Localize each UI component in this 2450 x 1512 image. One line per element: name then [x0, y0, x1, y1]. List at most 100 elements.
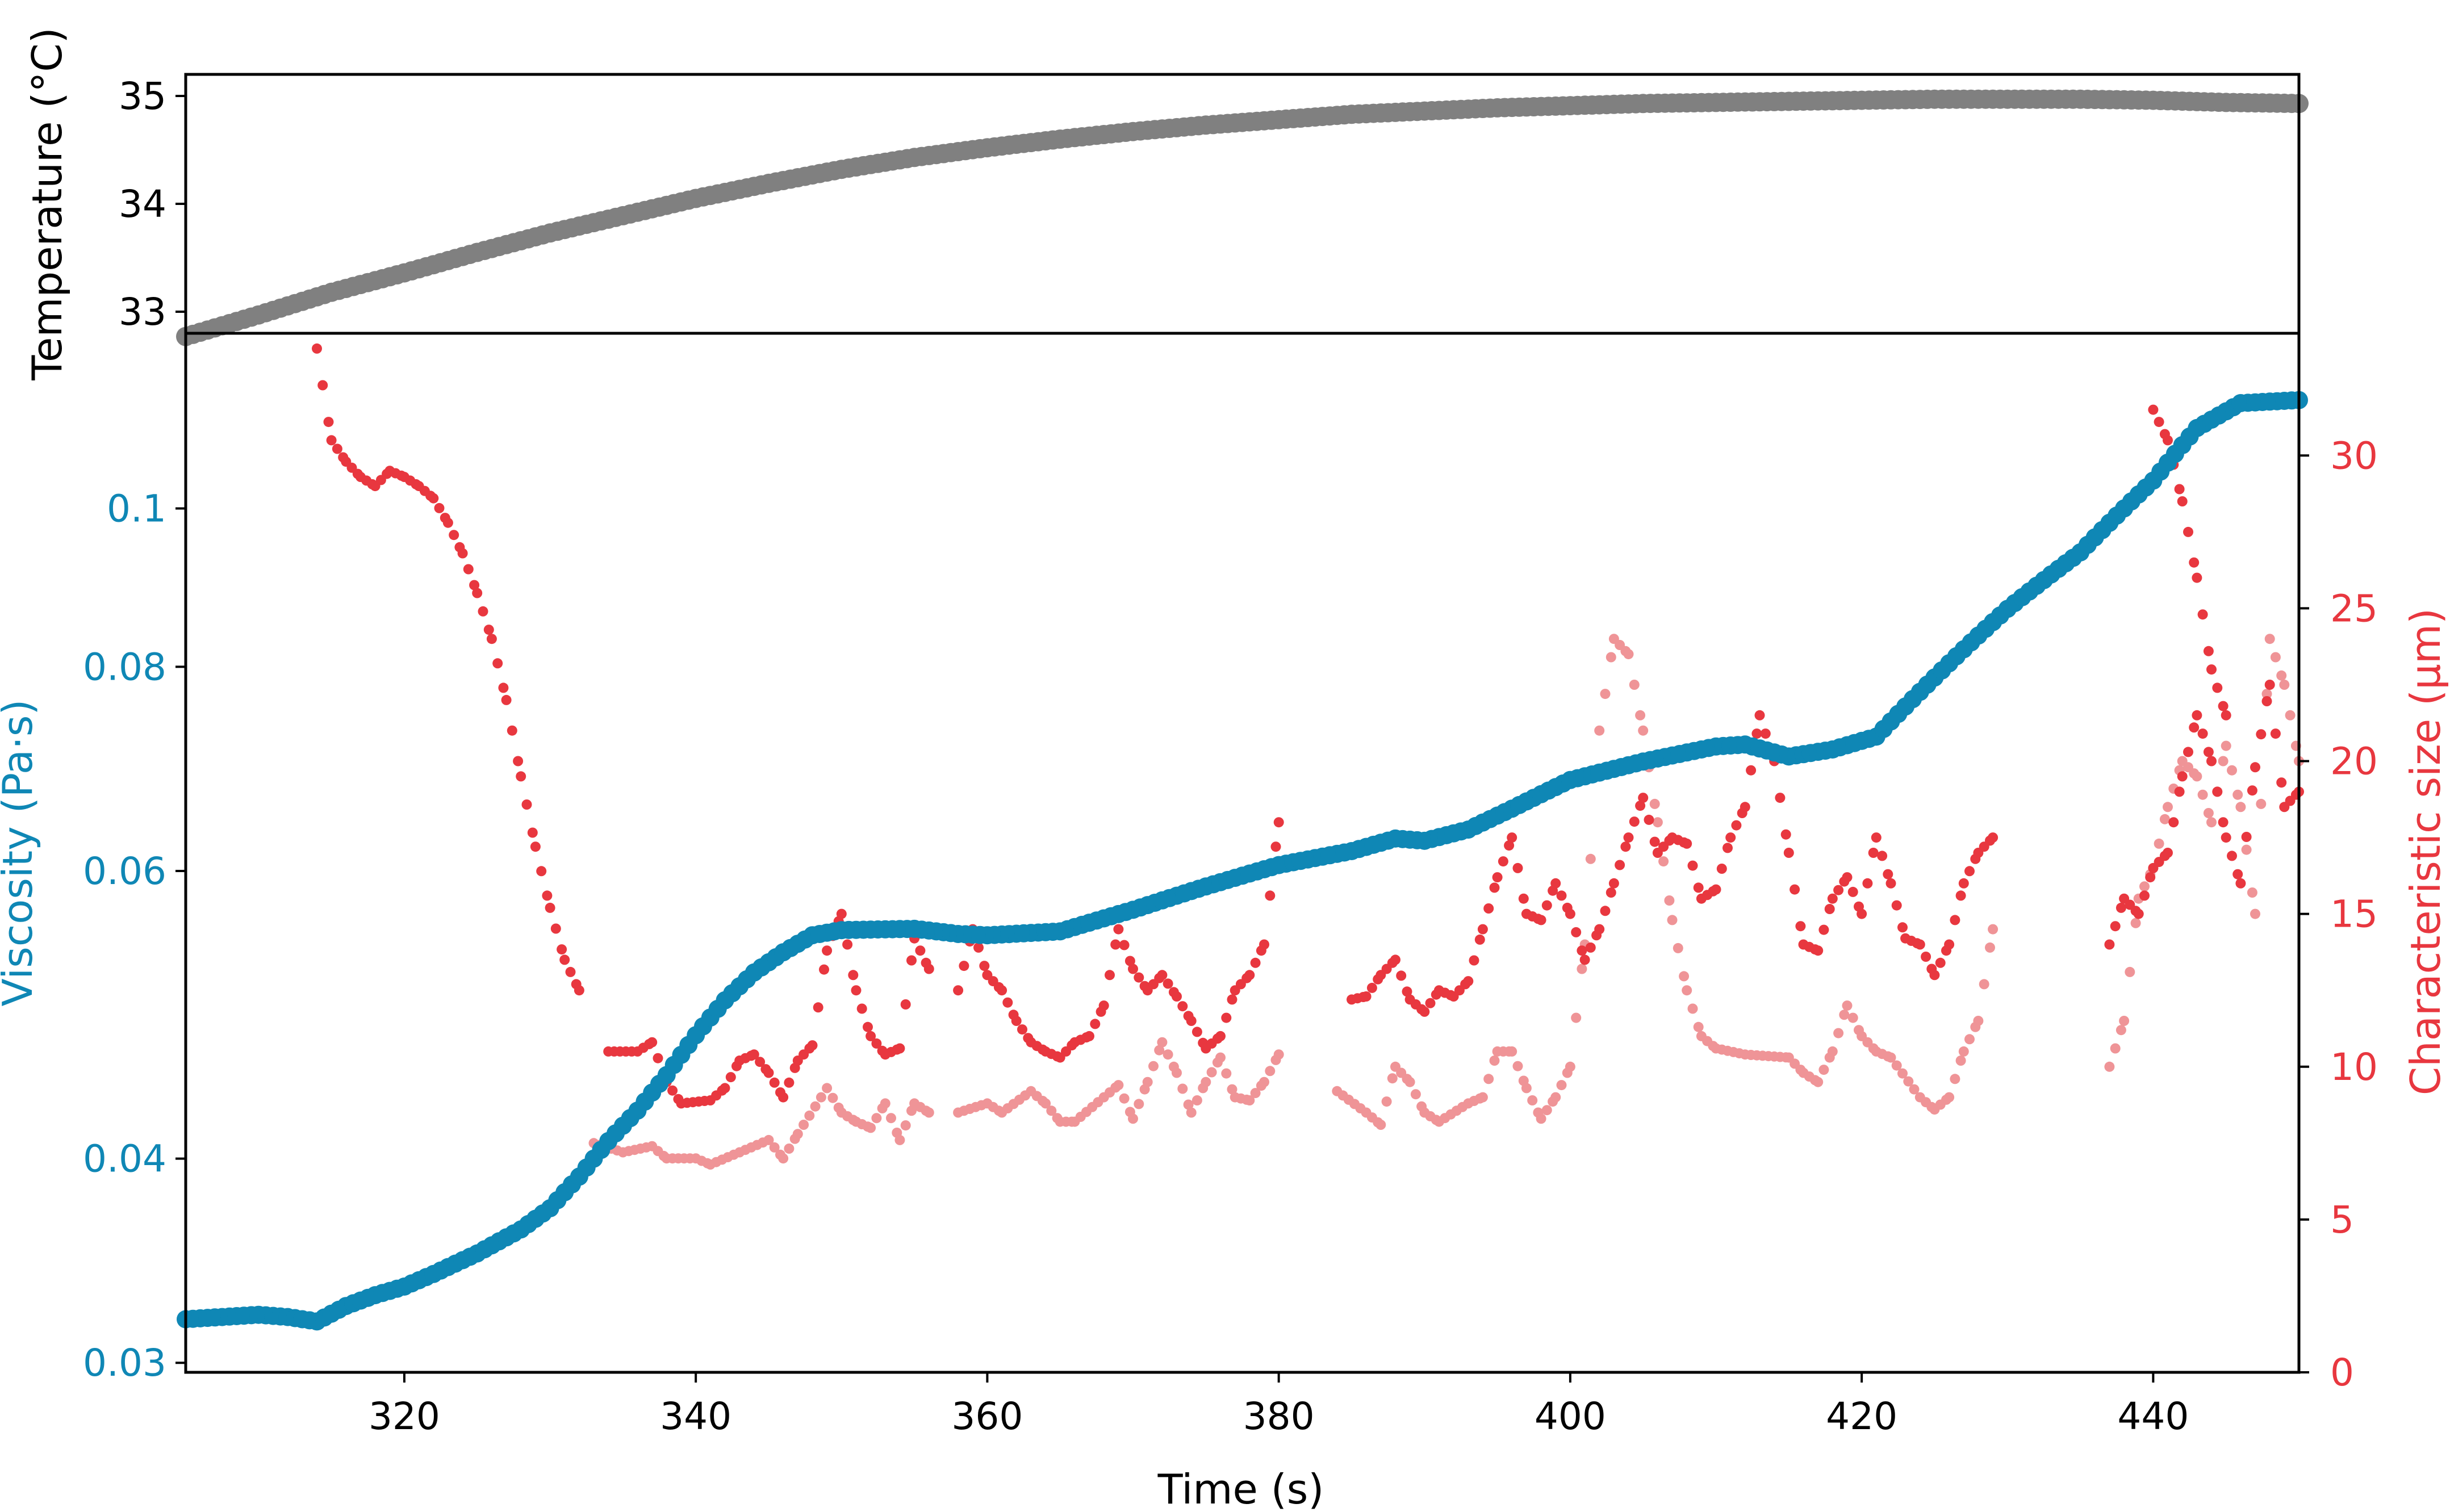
size-point-primary	[1746, 765, 1757, 776]
size-point-primary	[1795, 921, 1806, 932]
size-point-secondary	[1265, 1066, 1276, 1077]
size-point-primary	[1259, 939, 1269, 950]
viscosity-axis-label: Viscosity (Pa·s)	[0, 700, 41, 1007]
size-point-primary	[1883, 869, 1893, 879]
size-point-primary	[1620, 841, 1631, 852]
size-tick-label: 10	[2330, 1045, 2378, 1089]
size-point-primary	[1157, 970, 1168, 981]
size-point-primary	[866, 1031, 876, 1041]
size-point-primary	[1780, 829, 1791, 840]
size-point-secondary	[2261, 689, 2272, 700]
size-point-primary	[1270, 841, 1281, 852]
size-point-secondary	[1985, 942, 1995, 953]
size-point-primary	[1191, 1027, 1202, 1037]
size-point-primary	[326, 435, 337, 446]
size-point-secondary	[1381, 1096, 1392, 1107]
size-point-primary	[449, 530, 459, 541]
size-point-secondary	[923, 1107, 934, 1118]
size-point-secondary	[1891, 1060, 1902, 1071]
size-point-secondary	[1206, 1067, 1217, 1078]
size-point-secondary	[1813, 1077, 1824, 1087]
size-point-secondary	[2232, 789, 2243, 800]
size-point-secondary	[2163, 802, 2173, 812]
size-point-primary	[2203, 747, 2214, 757]
size-point-primary	[1891, 900, 1902, 911]
size-point-primary	[1011, 1016, 1022, 1026]
size-point-secondary	[1536, 1113, 1546, 1124]
size-point-secondary	[1556, 1080, 1567, 1091]
size-point-secondary	[1885, 1052, 1896, 1063]
size-point-primary	[1419, 1006, 1430, 1017]
viscosity-tick-label: 0.08	[83, 645, 166, 689]
size-point-secondary	[1623, 649, 1634, 660]
size-point-primary	[1477, 924, 1488, 935]
temperature-tick-label: 33	[119, 290, 166, 334]
size-point-primary	[2250, 762, 2260, 773]
size-point-secondary	[763, 1134, 774, 1145]
size-point-secondary	[1157, 1037, 1168, 1048]
size-point-primary	[1577, 945, 1587, 956]
size-point-primary	[1366, 982, 1377, 993]
size-point-secondary	[2256, 798, 2267, 809]
size-point-primary	[1868, 848, 1879, 858]
size-point-secondary	[1638, 725, 1649, 736]
size-point-secondary	[1955, 1056, 1966, 1066]
size-point-primary	[1740, 802, 1750, 812]
size-point-primary	[1623, 832, 1634, 843]
size-point-primary	[763, 1067, 774, 1078]
size-point-secondary	[2218, 756, 2229, 767]
size-point-secondary	[2270, 652, 2281, 663]
size-point-primary	[1813, 945, 1824, 956]
size-point-primary	[894, 1043, 905, 1054]
size-point-secondary	[2247, 887, 2257, 898]
size-point-secondary	[2221, 740, 2231, 751]
size-point-primary	[1474, 934, 1485, 945]
size-point-primary	[1512, 862, 1523, 873]
size-point-primary	[1186, 1016, 1197, 1026]
size-point-secondary	[1483, 1074, 1494, 1084]
size-point-primary	[2270, 728, 2281, 739]
size-point-primary	[2227, 851, 2237, 861]
size-point-primary	[1775, 793, 1786, 803]
size-point-primary	[2115, 902, 2126, 913]
size-point-primary	[1687, 860, 1698, 871]
size-point-secondary	[1227, 1084, 1237, 1095]
size-point-primary	[559, 954, 570, 965]
size-point-secondary	[1652, 817, 1663, 828]
size-point-primary	[1824, 904, 1835, 914]
size-point-secondary	[1512, 1061, 1523, 1071]
size-point-primary	[498, 682, 509, 693]
size-point-primary	[1885, 878, 1896, 889]
size-point-primary	[486, 634, 497, 644]
size-point-primary	[1483, 903, 1494, 914]
time-tick-label: 360	[951, 1394, 1023, 1438]
size-point-primary	[1682, 838, 1692, 849]
size-point-primary	[2247, 785, 2257, 796]
size-point-primary	[1964, 866, 1975, 877]
size-point-secondary	[1833, 1028, 1844, 1038]
size-point-secondary	[2264, 634, 2275, 644]
size-point-secondary	[798, 1120, 809, 1130]
size-point-primary	[1518, 893, 1529, 904]
size-point-primary	[550, 923, 561, 934]
size-point-secondary	[2241, 844, 2252, 855]
size-point-primary	[2192, 572, 2202, 583]
size-point-secondary	[2227, 765, 2237, 776]
size-point-primary	[1929, 970, 1940, 981]
size-point-secondary	[1606, 652, 1616, 663]
size-point-primary	[953, 985, 964, 996]
size-point-secondary	[894, 1134, 905, 1145]
size-point-primary	[2212, 682, 2223, 693]
size-point-secondary	[1273, 1049, 1284, 1060]
viscosity-tick-label: 0.06	[83, 849, 166, 893]
size-point-primary	[1571, 927, 1582, 937]
size-point-primary	[1244, 970, 1255, 981]
size-point-primary	[1751, 728, 1762, 739]
size-point-primary	[1615, 860, 1625, 870]
size-point-primary	[521, 799, 532, 810]
size-point-primary	[428, 493, 439, 504]
size-point-primary	[959, 961, 969, 971]
size-point-primary	[1002, 997, 1013, 1008]
size-point-secondary	[1191, 1095, 1202, 1105]
size-point-primary	[1221, 1012, 1232, 1023]
